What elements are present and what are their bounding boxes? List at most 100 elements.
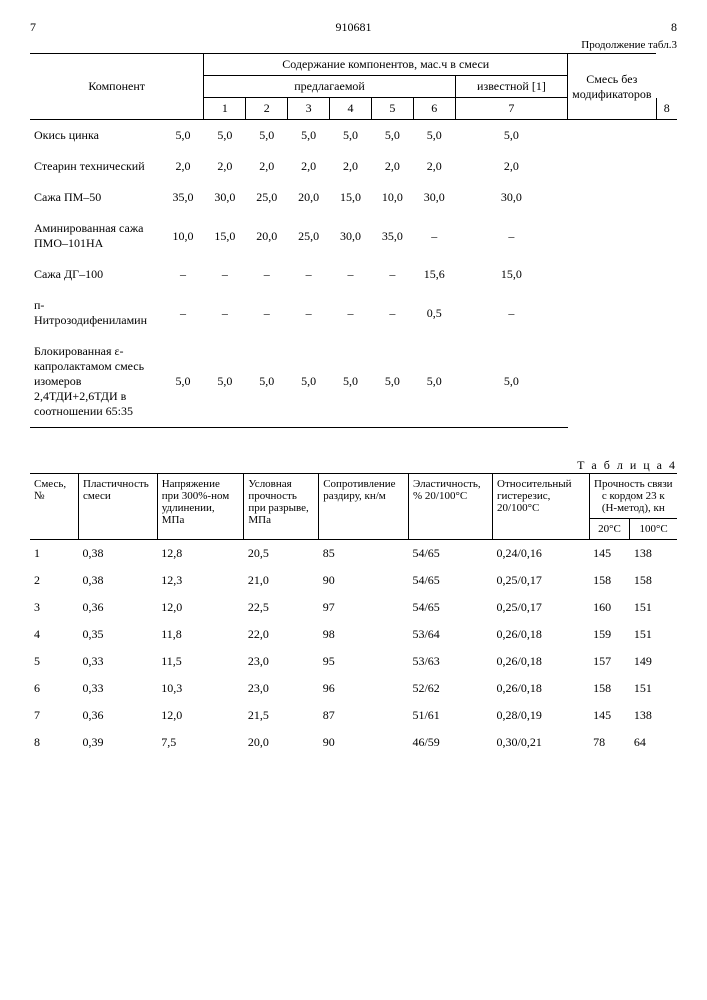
t3-cell: 30,0 (413, 182, 455, 213)
t3-num-2: 2 (246, 98, 288, 120)
t4-col-hyst: Относительный гистерезис, 20/100°С (493, 474, 590, 540)
t3-num-6: 6 (413, 98, 455, 120)
t4-cell: 12,8 (157, 540, 244, 568)
t4-cell: 158 (589, 567, 630, 594)
t3-cell: – (204, 290, 246, 336)
t4-cell: 0,33 (79, 648, 158, 675)
t4-cell: 158 (630, 567, 677, 594)
t3-row-label: Окись цинка (30, 120, 162, 152)
t4-cell: 51/61 (408, 702, 492, 729)
t4-cell: 0,26/0,18 (493, 648, 590, 675)
t4-cell: 0,26/0,18 (493, 675, 590, 702)
t3-cell: 15,0 (455, 259, 567, 290)
table-4: Смесь, № Пластичность смеси Напряжение п… (30, 473, 677, 756)
t3-cell: – (455, 290, 567, 336)
t4-cell: 22,0 (244, 621, 319, 648)
t3-num-5: 5 (371, 98, 413, 120)
t3-cell: 5,0 (246, 120, 288, 152)
t3-cell: 15,6 (413, 259, 455, 290)
t3-cell: 30,0 (204, 182, 246, 213)
t4-cell: 0,36 (79, 702, 158, 729)
t4-cell: 1 (30, 540, 79, 568)
t4-cell: 3 (30, 594, 79, 621)
t3-cell: 2,0 (330, 151, 372, 182)
t3-cell: 2,0 (204, 151, 246, 182)
t3-num-7: 7 (455, 98, 567, 120)
t3-cell: 5,0 (204, 336, 246, 428)
t3-num-1: 1 (204, 98, 246, 120)
t4-cell: 157 (589, 648, 630, 675)
t4-cell: 138 (630, 702, 677, 729)
t4-cell: 90 (319, 567, 409, 594)
t3-cell: – (330, 290, 372, 336)
t4-cell: 95 (319, 648, 409, 675)
t4-cell: 149 (630, 648, 677, 675)
t4-cell: 151 (630, 675, 677, 702)
t4-cell: 0,39 (79, 729, 158, 756)
t4-col-elast: Эластичность, % 20/100°С (408, 474, 492, 540)
t4-col-plast: Пластичность смеси (79, 474, 158, 540)
t3-cell: 5,0 (413, 336, 455, 428)
t4-cell: 53/64 (408, 621, 492, 648)
t3-cell: 25,0 (246, 182, 288, 213)
t4-cell: 23,0 (244, 648, 319, 675)
t4-cell: 11,5 (157, 648, 244, 675)
t4-cell: 151 (630, 594, 677, 621)
t4-col-stress: Напряжение при 300%-ном удлинении, МПа (157, 474, 244, 540)
t3-col-component: Компонент (30, 54, 204, 120)
t4-cell: 0,38 (79, 540, 158, 568)
t4-cell: 23,0 (244, 675, 319, 702)
t3-row-label: Сажа ДГ–100 (30, 259, 162, 290)
t4-cell: 2 (30, 567, 79, 594)
table4-title: Т а б л и ц а 4 (30, 458, 677, 473)
t4-col-bond: Прочность связи с кордом 23 к (Н-метод),… (589, 474, 677, 519)
t3-cell: 25,0 (288, 213, 330, 259)
t3-row-label: Стеарин технический (30, 151, 162, 182)
t4-cell: 97 (319, 594, 409, 621)
t3-cell: – (413, 213, 455, 259)
t4-cell: 0,38 (79, 567, 158, 594)
t3-cell: 5,0 (413, 120, 455, 152)
t3-cell: – (162, 290, 204, 336)
t4-cell: 151 (630, 621, 677, 648)
t3-cell: 2,0 (371, 151, 413, 182)
t3-cell: 2,0 (413, 151, 455, 182)
t4-cell: 22,5 (244, 594, 319, 621)
t3-cell: 15,0 (204, 213, 246, 259)
t4-cell: 98 (319, 621, 409, 648)
t4-cell: 5 (30, 648, 79, 675)
t4-cell: 96 (319, 675, 409, 702)
t3-row-label: п-Нитрозодифениламин (30, 290, 162, 336)
t4-cell: 53/63 (408, 648, 492, 675)
t3-cell: 2,0 (246, 151, 288, 182)
t3-cell: 15,0 (330, 182, 372, 213)
t4-cell: 54/65 (408, 594, 492, 621)
t4-cell: 20,0 (244, 729, 319, 756)
t3-cell: – (330, 259, 372, 290)
t3-col-content: Содержание компонентов, мас.ч в смеси (204, 54, 568, 76)
t3-cell: – (288, 290, 330, 336)
page-header: 7 910681 8 (30, 20, 677, 35)
t3-cell: 2,0 (455, 151, 567, 182)
t4-cell: 64 (630, 729, 677, 756)
t4-cell: 6 (30, 675, 79, 702)
t3-cell: 5,0 (288, 336, 330, 428)
t3-cell: 20,0 (246, 213, 288, 259)
t3-cell: 2,0 (288, 151, 330, 182)
t3-col-known: известной [1] (455, 76, 567, 98)
t4-cell: 21,0 (244, 567, 319, 594)
t4-col-cond: Условная прочность при разрыве, МПа (244, 474, 319, 540)
t3-cell: 5,0 (455, 120, 567, 152)
t4-cell: 7,5 (157, 729, 244, 756)
t3-cell: 5,0 (162, 336, 204, 428)
t3-cell: – (162, 259, 204, 290)
page-num-left: 7 (30, 20, 244, 35)
t3-cell: 5,0 (330, 336, 372, 428)
t4-cell: 85 (319, 540, 409, 568)
t4-cell: 87 (319, 702, 409, 729)
t3-cell: 5,0 (288, 120, 330, 152)
t4-cell: 159 (589, 621, 630, 648)
t4-cell: 145 (589, 702, 630, 729)
t4-cell: 138 (630, 540, 677, 568)
t3-cell: – (455, 213, 567, 259)
